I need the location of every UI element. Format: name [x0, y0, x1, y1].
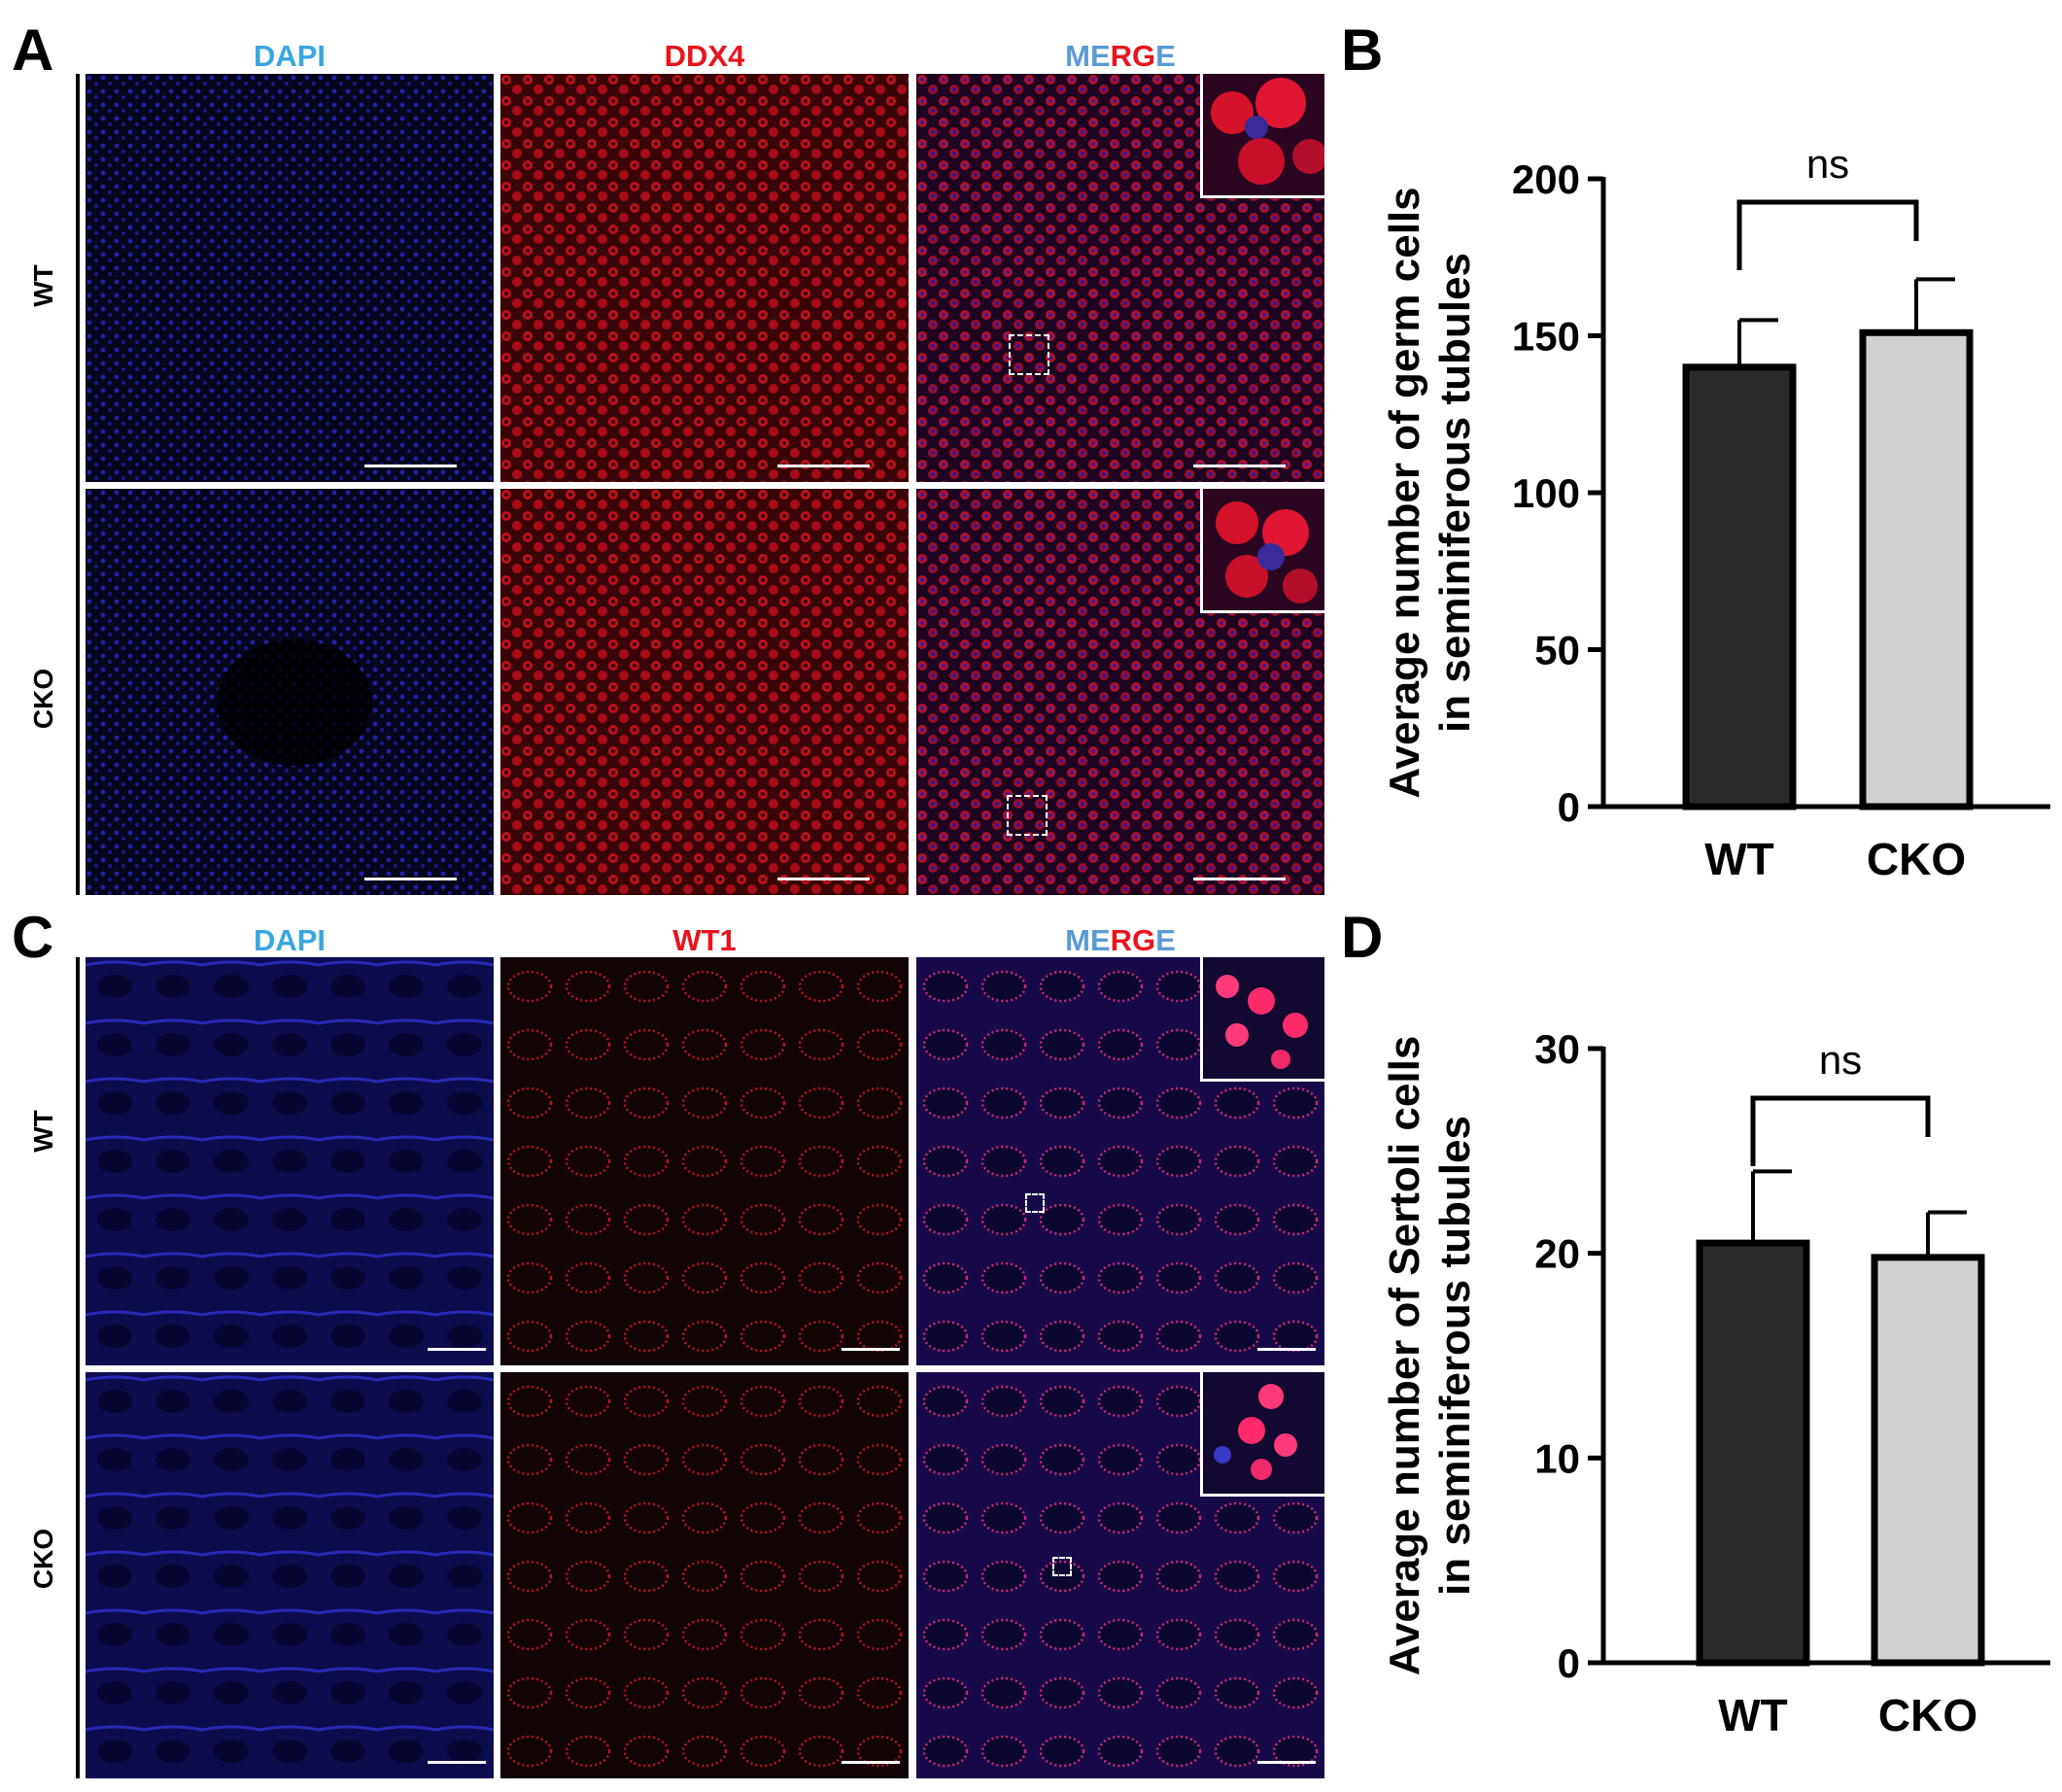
zoom-region-box — [1007, 795, 1048, 836]
zoom-region-box — [1009, 334, 1049, 375]
micrograph-c-cko-wt1 — [500, 1372, 909, 1778]
inset-image — [1203, 489, 1324, 610]
y-axis-label: Average number of germ cellsin seminifer… — [1381, 187, 1479, 798]
micrograph-image — [500, 1372, 909, 1778]
scale-bar — [777, 878, 870, 880]
y-tick-label: 50 — [1534, 628, 1580, 673]
inset-image — [1203, 957, 1324, 1079]
micrograph-image — [86, 1372, 494, 1778]
y-tick-label: 0 — [1558, 1640, 1580, 1686]
y-axis-label-line: Average number of Sertoli cells — [1381, 1036, 1428, 1676]
x-tick-label: WT — [1704, 834, 1774, 884]
channel-label-merge-a: MERGE — [916, 41, 1324, 71]
zoom-inset — [1200, 489, 1324, 613]
panel-letter-a: A — [12, 17, 54, 83]
merge-letter: M — [1065, 39, 1090, 73]
micrograph-image — [500, 489, 909, 895]
micrograph-a-wt-merge — [916, 74, 1324, 482]
y-tick-label: 0 — [1558, 784, 1580, 830]
micrograph-c-wt-dapi — [86, 957, 494, 1365]
inset-image — [1203, 74, 1324, 195]
channel-label-dapi-a: DAPI — [253, 39, 326, 73]
merge-letter: E — [1089, 923, 1111, 957]
scale-bar — [428, 1348, 486, 1351]
y-tick-label: 150 — [1512, 314, 1580, 360]
merge-letter: E — [1155, 923, 1176, 957]
significance-label: ns — [1819, 1037, 1862, 1083]
y-axis-label-line: in seminiferous tubules — [1431, 1116, 1479, 1596]
micrograph-a-wt-ddx4 — [500, 74, 909, 482]
y-axis-label-line: in seminiferous tubules — [1431, 253, 1479, 733]
y-tick-label: 30 — [1534, 1026, 1580, 1072]
row-label-wt-a: WT — [28, 264, 58, 307]
merge-letter: G — [1132, 923, 1156, 957]
micrograph-image — [500, 957, 909, 1365]
scale-bar — [1193, 878, 1286, 880]
merge-letter: E — [1089, 39, 1111, 73]
x-tick-label: WT — [1718, 1690, 1788, 1740]
row-label-cko-c: CKO — [28, 1528, 58, 1590]
zoom-inset — [1200, 1372, 1324, 1497]
scale-bar — [364, 465, 457, 467]
channel-label-ddx4: DDX4 — [664, 39, 745, 73]
micrograph-image — [86, 957, 494, 1365]
micrograph-image — [500, 74, 909, 482]
merge-letter: E — [1155, 39, 1176, 73]
panel-letter-d: D — [1341, 905, 1384, 970]
row-label-cko-a: CKO — [28, 668, 58, 730]
zoom-region-box — [1025, 1193, 1045, 1213]
row-label-wt-c: WT — [28, 1110, 58, 1153]
x-tick-label: CKO — [1867, 834, 1966, 884]
zoom-region-box — [1052, 1557, 1072, 1576]
micrograph-image — [86, 74, 494, 482]
scale-bar — [842, 1348, 900, 1351]
micrograph-a-cko-dapi — [86, 489, 494, 895]
merge-letter: M — [1065, 923, 1090, 957]
micrograph-c-wt-wt1 — [500, 957, 909, 1365]
significance-bracket — [1750, 1095, 1931, 1166]
y-tick-label: 10 — [1534, 1435, 1580, 1481]
micrograph-image — [86, 489, 494, 895]
y-tick-label: 20 — [1534, 1231, 1580, 1277]
y-axis-label-line: Average number of germ cells — [1381, 187, 1428, 798]
scale-bar — [1257, 1348, 1316, 1351]
micrograph-c-wt-merge — [916, 957, 1324, 1365]
row-bracket-a — [76, 74, 80, 895]
merge-letter: G — [1132, 39, 1156, 73]
scale-bar — [428, 1761, 486, 1764]
significance-label: ns — [1806, 141, 1849, 187]
row-bracket-c — [76, 957, 80, 1778]
bar-chart-sertoli-cells: Average number of Sertoli cellsin semini… — [1381, 1026, 2050, 1740]
y-tick-label: 200 — [1512, 156, 1580, 202]
scale-bar — [364, 878, 457, 880]
bar-wt — [1682, 363, 1797, 810]
channel-label-merge-c: MERGE — [916, 925, 1324, 955]
scale-bar — [842, 1761, 900, 1764]
micrograph-a-cko-merge — [916, 489, 1324, 895]
micrograph-a-wt-dapi — [86, 74, 494, 482]
zoom-inset — [1200, 74, 1324, 198]
micrograph-c-cko-dapi — [86, 1372, 494, 1778]
significance-bracket — [1736, 199, 1919, 270]
micrograph-c-cko-merge — [916, 1372, 1324, 1778]
inset-image — [1203, 1372, 1324, 1494]
bar-wt — [1696, 1239, 1810, 1667]
bar-cko — [1859, 328, 1974, 810]
panel-letter-c: C — [12, 905, 54, 970]
scale-bar — [1193, 465, 1286, 467]
zoom-inset — [1200, 957, 1324, 1082]
x-tick-label: CKO — [1878, 1690, 1977, 1740]
y-tick-label: 100 — [1512, 470, 1580, 516]
bar-chart-germ-cells: Average number of germ cellsin seminifer… — [1381, 141, 2050, 884]
bar-cko — [1871, 1254, 1985, 1667]
scale-bar — [777, 465, 870, 467]
panel-letter-b: B — [1341, 17, 1384, 83]
channel-label-wt1: WT1 — [672, 923, 737, 957]
y-axis-label: Average number of Sertoli cellsin semini… — [1381, 1036, 1479, 1676]
merge-letter: R — [1110, 39, 1133, 73]
scale-bar — [1257, 1761, 1316, 1764]
micrograph-a-cko-ddx4 — [500, 489, 909, 895]
channel-label-dapi-c: DAPI — [253, 923, 326, 957]
merge-letter: R — [1110, 923, 1133, 957]
